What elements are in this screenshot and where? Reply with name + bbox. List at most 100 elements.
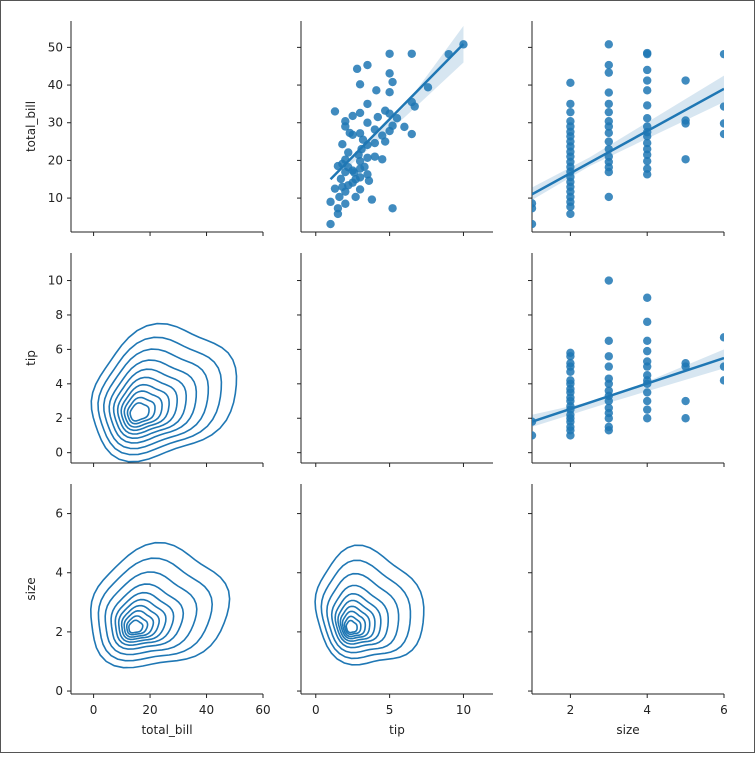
scatter-point	[643, 76, 652, 85]
kde-contour	[337, 599, 376, 642]
scatter-point	[370, 152, 380, 161]
scatter-point	[566, 348, 575, 358]
scatter-point	[566, 117, 575, 126]
kde-contour	[104, 571, 198, 656]
x-tick-label: 2	[567, 703, 575, 717]
scatter-point	[604, 99, 613, 109]
scatter-point	[338, 140, 347, 149]
scatter-point	[363, 60, 372, 70]
panel-size-vs-tip: 0 5 10	[297, 484, 493, 717]
scatter-point	[532, 219, 537, 229]
scatter-point	[385, 49, 394, 58]
scatter-point	[355, 185, 365, 194]
scatter-point	[604, 352, 613, 361]
scatter-point	[643, 371, 652, 380]
scatter-point	[363, 170, 372, 179]
y-tick-label: 4	[55, 566, 63, 580]
scatter-point	[604, 422, 613, 432]
kde-contour	[97, 557, 214, 662]
y-tick-label: 4	[55, 377, 63, 391]
y-tick-label: 50	[48, 40, 63, 54]
kde-contour	[343, 615, 362, 636]
scatter-point	[604, 128, 613, 138]
scatter-point	[604, 386, 613, 395]
scatter-point	[341, 199, 350, 208]
scatter-point	[643, 86, 652, 95]
scatter-point	[643, 101, 652, 110]
scatter-point	[604, 68, 613, 77]
scatter-point	[360, 162, 369, 172]
scatter-point	[643, 156, 652, 166]
scatter-point	[367, 195, 377, 204]
scatter-point	[358, 135, 368, 144]
scatter-point	[643, 114, 652, 123]
scatter-point	[566, 376, 575, 385]
y-tick-label: 8	[55, 308, 63, 322]
scatter-point	[388, 121, 397, 130]
kde-contour	[129, 402, 150, 422]
scatter-point	[351, 175, 360, 184]
scatter-point	[385, 88, 394, 97]
regression-line	[532, 356, 724, 423]
scatter-point	[719, 102, 724, 111]
scatter-point	[423, 83, 433, 92]
scatter-point	[681, 396, 690, 406]
x-tick-label: 6	[720, 703, 728, 717]
kde-contour	[123, 609, 155, 638]
panel-size-vs-size: 2 4 6	[528, 484, 728, 717]
scatter-point	[392, 114, 402, 123]
kde-contour	[330, 584, 389, 649]
scatter-point	[604, 192, 613, 202]
y-tick-label: 10	[48, 191, 63, 205]
confidence-band	[532, 75, 724, 200]
x-tick-label: 0	[90, 703, 98, 717]
scatter-point	[643, 48, 652, 58]
scatter-point	[566, 209, 575, 219]
scatter-point	[681, 414, 690, 423]
kde-contour	[341, 610, 367, 638]
scatter-point	[604, 362, 613, 371]
scatter-point	[355, 156, 365, 166]
x-tick-label: 40	[199, 703, 214, 717]
scatter-point	[719, 333, 724, 342]
regplot-total_bill-vs-size	[532, 40, 724, 229]
kde-contour	[116, 376, 179, 435]
kde-contour	[345, 619, 358, 634]
scatter-point	[345, 128, 354, 138]
scatter-point	[355, 80, 365, 89]
scatter-point	[344, 148, 353, 157]
scatter-point	[566, 358, 575, 368]
kde-contour	[108, 359, 198, 444]
scatter-point	[604, 117, 613, 126]
scatter-point	[604, 88, 613, 97]
y-tick-label: 2	[55, 411, 63, 425]
scatter-point	[643, 414, 652, 423]
scatter-point	[604, 276, 613, 285]
scatter-point	[380, 137, 390, 146]
kde-contour	[114, 591, 175, 647]
scatter-point	[335, 192, 344, 202]
scatter-point	[355, 129, 365, 138]
x-axis-label-total_bill: total_bill	[141, 723, 192, 737]
y-tick-label: 40	[48, 78, 63, 92]
kde-contour	[126, 396, 156, 425]
kde-contour	[126, 615, 149, 636]
scatter-point	[643, 65, 652, 75]
scatter-point	[604, 60, 613, 70]
kdeplot-tip-vs-total_bill	[90, 322, 238, 463]
scatter-point	[643, 293, 652, 302]
regression-line	[329, 43, 465, 181]
regplot-tip-vs-size	[532, 276, 724, 440]
scatter-point	[363, 99, 372, 109]
scatter-point	[719, 376, 724, 385]
scatter-point	[364, 176, 374, 185]
scatter-point	[363, 153, 372, 162]
scatter-point	[643, 336, 652, 345]
scatter-point	[643, 396, 652, 406]
scatter-point	[407, 129, 416, 139]
scatter-point	[681, 155, 690, 164]
kde-contour	[334, 592, 382, 645]
scatter-point	[681, 358, 690, 368]
